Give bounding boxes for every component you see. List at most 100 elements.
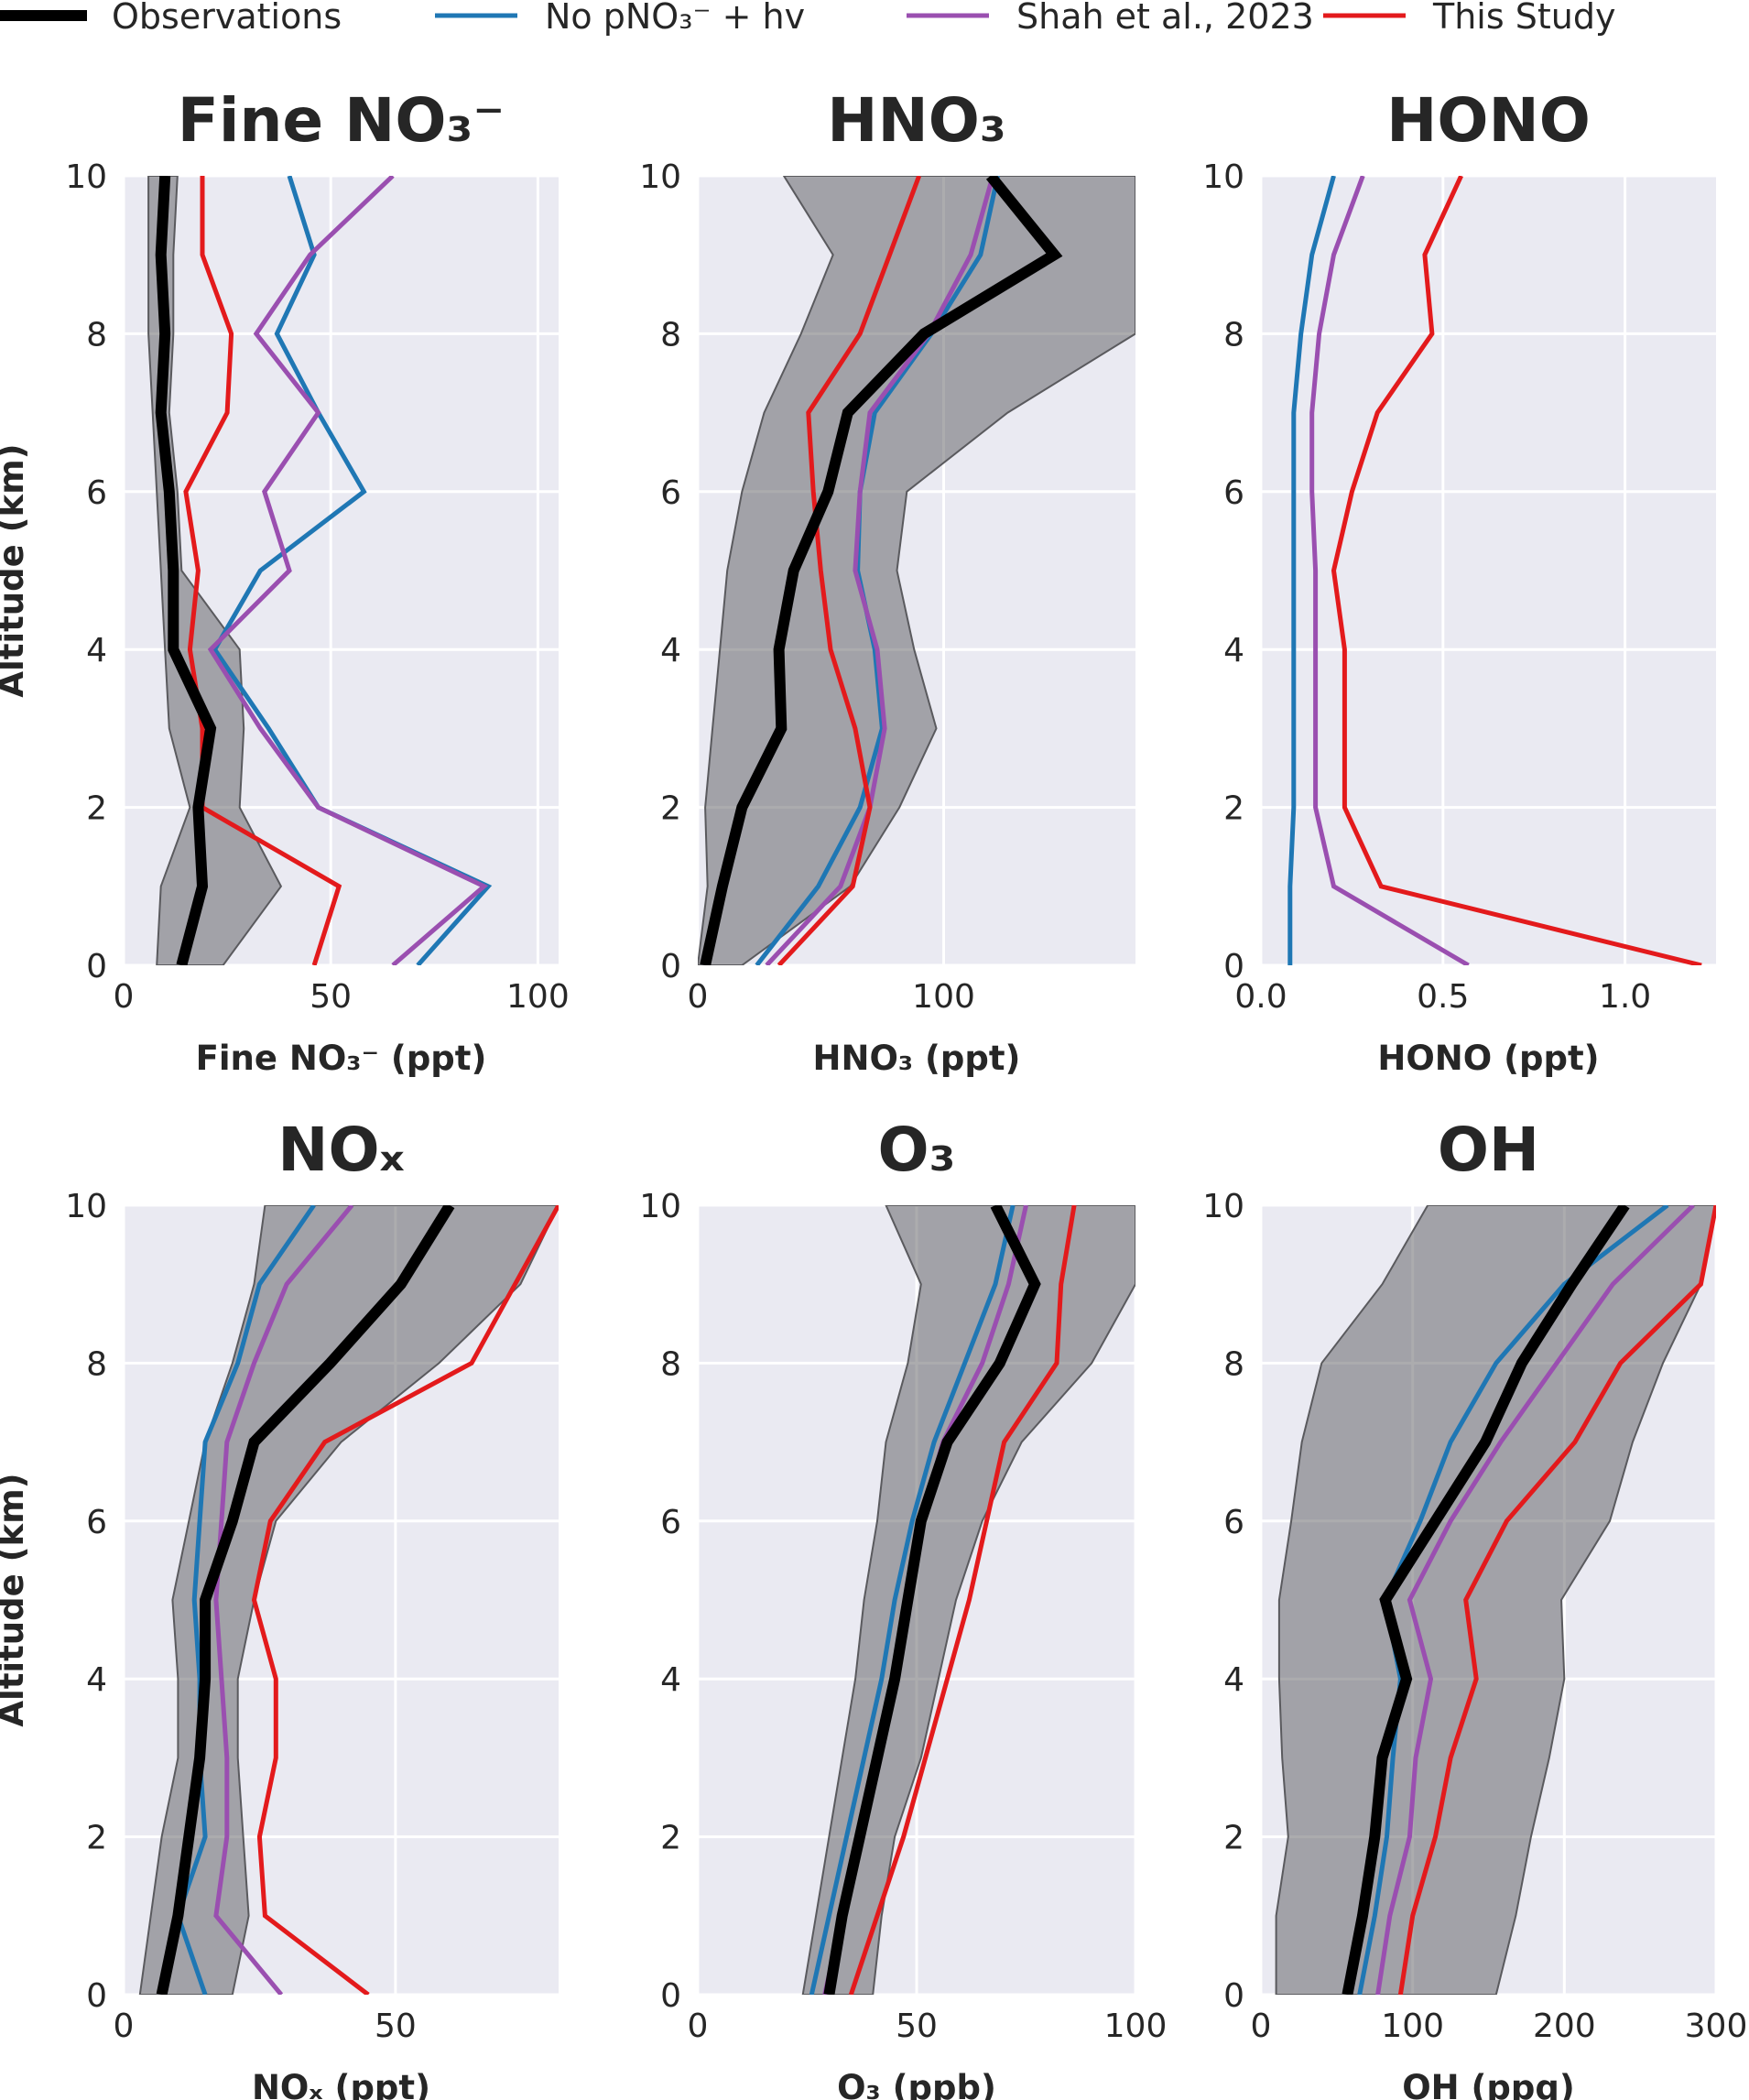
chart-panel: 0 100 0 2 4 6 8 10 HNO₃ (ppt) HNO₃	[639, 85, 1135, 1078]
y-tick-label: 8	[86, 1345, 107, 1383]
x-tick-label: 0.5	[1417, 978, 1469, 1016]
x-tick-label: 100	[912, 978, 975, 1016]
panel-title: HNO₃	[827, 85, 1006, 156]
x-tick-label: 0.0	[1234, 978, 1287, 1016]
y-tick-label: 4	[1223, 1661, 1244, 1699]
y-tick-label: 4	[86, 1661, 107, 1699]
legend-label: Observations	[112, 0, 342, 37]
series-line	[809, 1205, 1016, 1995]
chart-panel: 0 50 100 0 2 4 6 8 10 O₃ (ppb) O₃	[639, 1115, 1167, 2100]
y-tick-label: 0	[86, 948, 107, 985]
observation-range-band	[138, 1205, 559, 1995]
y-tick-label: 6	[660, 1504, 681, 1541]
y-tick-label: 0	[660, 948, 681, 985]
plot-content	[698, 176, 1135, 965]
x-axis-label: NOₓ (ppt)	[252, 2068, 430, 2100]
x-axis-label: HONO (ppt)	[1377, 1039, 1599, 1078]
series-line	[1287, 176, 1336, 965]
y-tick-label: 10	[1202, 1188, 1244, 1225]
x-tick-label: 200	[1533, 2008, 1596, 2045]
y-tick-label: 8	[86, 316, 107, 354]
plot-content	[1275, 1205, 1716, 1995]
x-tick-label: 1.0	[1599, 978, 1651, 1016]
series-line	[1331, 176, 1702, 965]
series-line	[1397, 1205, 1716, 1995]
y-tick-label: 6	[660, 474, 681, 512]
observation-line	[155, 176, 217, 965]
y-tick-label: 2	[1223, 790, 1244, 828]
series-line	[213, 1205, 354, 1995]
y-tick-label: 10	[65, 158, 107, 196]
y-tick-label: 0	[1223, 1977, 1244, 2015]
y-tick-label: 10	[639, 1188, 681, 1225]
y-tick-label: 8	[1223, 1345, 1244, 1383]
legend-label: No pNO₃⁻ + hv	[545, 0, 805, 37]
y-tick-label: 0	[1223, 948, 1244, 985]
series-line	[175, 1205, 316, 1995]
observation-line	[156, 1205, 455, 1995]
plot-content	[138, 1205, 559, 1995]
series-line	[848, 1205, 1077, 1995]
y-tick-label: 8	[660, 1345, 681, 1383]
y-tick-label: 4	[660, 1661, 681, 1699]
x-axis-label: O₃ (ppb)	[837, 2068, 996, 2100]
x-tick-label: 100	[506, 978, 570, 1016]
observation-line	[1342, 1205, 1630, 1995]
plot-area	[1261, 176, 1716, 965]
x-tick-label: 0	[688, 2008, 709, 2045]
observation-range-band	[801, 1205, 1135, 1995]
observation-range-band	[698, 176, 1135, 965]
x-tick-label: 50	[896, 2008, 938, 2045]
x-tick-label: 100	[1381, 2008, 1444, 2045]
x-tick-label: 0	[688, 978, 709, 1016]
legend-label: Shah et al., 2023	[1016, 0, 1314, 37]
y-axis-label: Altitude (km)	[0, 443, 31, 697]
series-line	[1375, 1205, 1695, 1995]
observation-line	[823, 1205, 1041, 1995]
panel-title: Fine NO₃⁻	[178, 85, 505, 156]
plot-content	[1287, 176, 1702, 965]
legend-label: This Study	[1432, 0, 1615, 37]
panel-title: HONO	[1386, 85, 1591, 156]
y-tick-label: 2	[86, 1820, 107, 1857]
chart-panel: 0 100 200 300 0 2 4 6 8 10 OH (ppq) OH	[1202, 1115, 1747, 2100]
y-tick-label: 2	[660, 790, 681, 828]
y-axis-label: Altitude (km)	[0, 1473, 31, 1726]
y-tick-label: 10	[1202, 158, 1244, 196]
legend-item: Observations	[0, 0, 342, 37]
y-tick-label: 6	[1223, 474, 1244, 512]
panel-title: O₃	[877, 1115, 955, 1185]
y-tick-label: 4	[660, 632, 681, 669]
y-tick-label: 4	[1223, 632, 1244, 669]
x-tick-label: 100	[1104, 2008, 1168, 2045]
series-line	[251, 1205, 559, 1995]
chart-panel: 0 50 0 2 4 6 8 10 NOₓ (ppt) Altitude (km) NOₓ	[0, 1115, 559, 2100]
legend-item: Shah et al., 2023	[907, 0, 1314, 37]
observation-range-band	[147, 176, 283, 965]
panel-title: NOₓ	[277, 1115, 405, 1185]
series-line	[765, 176, 995, 965]
y-tick-label: 2	[86, 790, 107, 828]
x-axis-label: Fine NO₃⁻ (ppt)	[196, 1039, 487, 1078]
x-tick-label: 0	[114, 2008, 135, 2045]
x-tick-label: 0	[114, 978, 135, 1016]
chart-panel: 0 50 100 0 2 4 6 8 10 Fine NO₃⁻ (ppt) Altitude (km…	[0, 85, 570, 1078]
y-tick-label: 10	[639, 158, 681, 196]
x-tick-label: 0	[1251, 2008, 1272, 2045]
y-tick-label: 6	[86, 1504, 107, 1541]
y-tick-label: 4	[86, 632, 107, 669]
series-line	[1309, 176, 1470, 965]
legend-item: This Study	[1323, 0, 1615, 37]
series-line	[777, 176, 922, 965]
y-tick-label: 8	[660, 316, 681, 354]
y-tick-label: 10	[65, 1188, 107, 1225]
series-line	[183, 176, 342, 965]
x-tick-label: 50	[310, 978, 352, 1016]
y-tick-label: 0	[86, 1977, 107, 2015]
x-tick-label: 300	[1685, 2008, 1748, 2045]
chart-panel: 0.0 0.5 1.0 0 2 4 6 8 10 HONO (ppt) HONO	[1202, 85, 1716, 1078]
panel-title: OH	[1438, 1115, 1539, 1185]
y-tick-label: 6	[86, 474, 107, 512]
series-line	[755, 176, 1001, 965]
